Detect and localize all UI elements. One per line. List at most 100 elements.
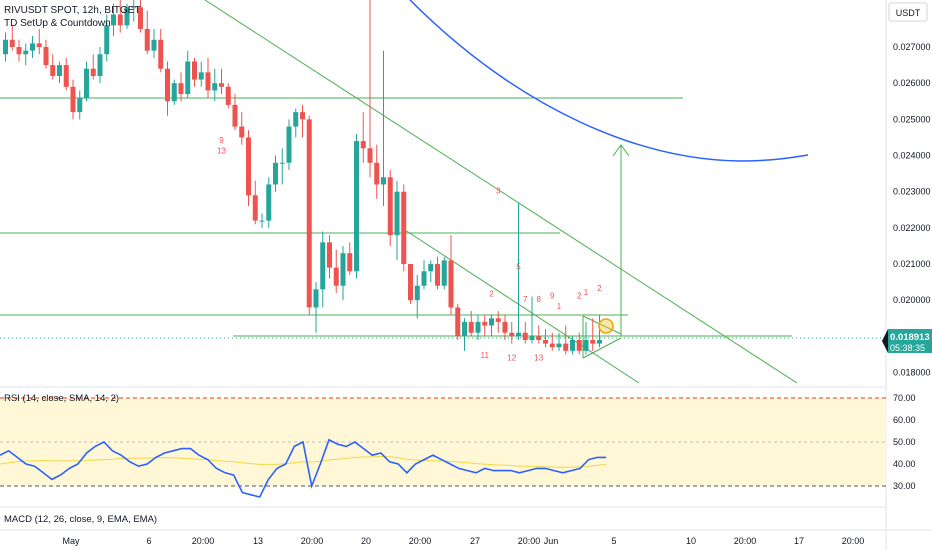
trendlines xyxy=(204,0,809,384)
price-tick-label-7: 0.020000 xyxy=(893,295,931,305)
rsi-axis-labels: 70.00 60.00 50.00 40.00 30.00 xyxy=(893,393,916,491)
td-label: 2 xyxy=(597,284,602,293)
candle xyxy=(536,325,542,344)
candle-body xyxy=(367,148,373,163)
candle-body xyxy=(117,14,123,26)
candle xyxy=(570,336,575,355)
candle xyxy=(333,249,339,293)
candle-body xyxy=(225,86,231,105)
candle xyxy=(225,83,231,109)
candle xyxy=(529,296,535,344)
candle xyxy=(131,0,137,22)
candle-body xyxy=(590,339,596,344)
candle xyxy=(374,144,380,199)
candle xyxy=(90,54,96,80)
indicator-title: TD SetUp & Countdown xyxy=(4,18,111,29)
candle xyxy=(354,133,359,279)
td-label: 13 xyxy=(217,147,226,156)
time-tick-label-6: 20:00 xyxy=(409,536,432,546)
candle xyxy=(70,79,76,120)
candle-body xyxy=(387,177,393,236)
candle-body xyxy=(70,86,76,113)
td-label: 2 xyxy=(577,291,582,300)
candle xyxy=(367,0,373,178)
td-label: 7 xyxy=(523,295,528,304)
candle-body xyxy=(381,177,386,185)
candle xyxy=(590,318,596,351)
candle xyxy=(3,32,8,62)
price-tick-label-5: 0.022000 xyxy=(893,223,931,233)
candle xyxy=(232,94,238,131)
candle xyxy=(84,61,89,102)
candle xyxy=(117,0,123,33)
td-label: 8 xyxy=(537,295,542,304)
candle xyxy=(435,256,440,290)
candle xyxy=(138,0,143,33)
candle-body xyxy=(340,253,346,286)
candle xyxy=(293,108,299,138)
rsi-ma-line xyxy=(0,455,607,468)
candle xyxy=(43,39,49,69)
candle xyxy=(489,314,494,337)
candle-body xyxy=(90,68,96,76)
candle xyxy=(414,274,420,319)
price-badge: 0.018913 05:38:35 xyxy=(882,329,932,353)
countdown-label: 05:38:35 xyxy=(890,343,925,353)
candle-body xyxy=(36,43,42,48)
candle-body xyxy=(374,162,380,185)
candle-body xyxy=(306,119,312,308)
time-tick-label-1: 6 xyxy=(146,536,151,546)
candle-body xyxy=(246,137,251,196)
time-tick-label-13: 17 xyxy=(794,536,804,546)
candle-body xyxy=(63,65,69,87)
candle-body xyxy=(286,126,292,163)
candle xyxy=(57,61,62,84)
projection-curve xyxy=(409,0,809,162)
price-pointer xyxy=(882,329,888,353)
price-tick-label-4: 0.023000 xyxy=(893,187,931,197)
price-badge-box xyxy=(888,329,932,353)
time-tick-label-11: 10 xyxy=(686,536,696,546)
candle-body xyxy=(543,339,548,344)
candle xyxy=(239,112,245,145)
candle xyxy=(306,115,312,315)
candle xyxy=(549,332,555,351)
currency-box[interactable] xyxy=(888,2,928,22)
candle xyxy=(516,202,521,340)
time-tick-label-7: 27 xyxy=(470,536,480,546)
time-axis-labels: May 6 20:00 13 20:00 20 20:00 27 20:00 Jun 5 10 20:0… xyxy=(62,536,864,546)
candle-body xyxy=(414,285,420,301)
currency-label: USDT xyxy=(896,8,921,18)
candle xyxy=(468,311,474,337)
price-axis-labels: 0.027000 0.026000 0.025000 0.024000 0.023000… xyxy=(893,42,931,378)
time-tick-label-14: 20:00 xyxy=(842,536,865,546)
rsi-tick-label-0: 70.00 xyxy=(893,393,916,403)
candle xyxy=(259,213,265,228)
candle xyxy=(286,119,292,170)
candle-body xyxy=(219,83,224,87)
time-tick-label-8: 20:00 xyxy=(518,536,541,546)
candle xyxy=(502,314,508,340)
rsi-tick-label-2: 50.00 xyxy=(893,437,916,447)
triangle-top xyxy=(582,315,622,335)
price-tick-label-2: 0.025000 xyxy=(893,114,931,124)
upper-trendline xyxy=(204,0,798,384)
candle-body xyxy=(516,332,521,337)
candle xyxy=(576,332,582,355)
time-tick-label-12: 20:00 xyxy=(734,536,757,546)
symbol-title: RIVUSDT SPOT, 12h, BITGET xyxy=(4,5,141,16)
last-price-label: 0.018913 xyxy=(890,332,930,343)
candle-body xyxy=(475,321,481,333)
time-tick-label-3: 13 xyxy=(253,536,263,546)
candle-body xyxy=(421,271,427,286)
candle xyxy=(522,321,528,344)
candle xyxy=(279,148,285,185)
candle-body xyxy=(16,47,22,55)
price-tick-label-8: 0.018000 xyxy=(893,368,931,378)
candle-body xyxy=(198,72,204,80)
td-label: 1 xyxy=(557,302,562,311)
candle-body xyxy=(360,141,366,149)
